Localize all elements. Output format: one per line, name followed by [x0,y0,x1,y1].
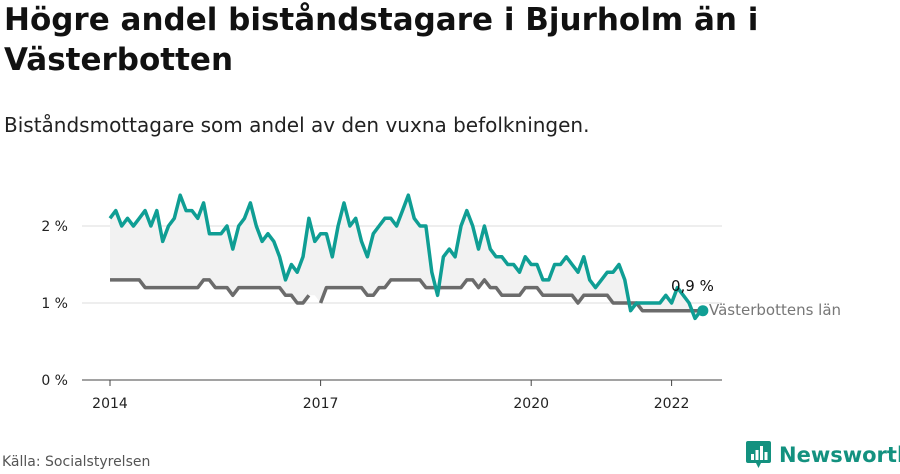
end-point-marker [697,305,709,317]
x-tick-label: 2022 [654,396,690,412]
x-tick-label: 2014 [92,396,128,412]
x-tick-label: 2020 [513,396,549,412]
y-tick-label: 1 % [41,296,68,312]
brand-name: Newsworthy [779,443,900,467]
series-lines [108,193,703,321]
end-value-label: 0,9 % [671,277,714,295]
y-tick-label: 2 % [41,219,68,235]
chart-subtitle: Biståndsmottagare som andel av den vuxna… [4,113,590,137]
chart-title: Högre andel biståndstagare i Bjurholm än… [4,2,759,78]
x-axis-ticks: 2014 2017 2020 2022 [92,380,689,412]
series-name-vasterbotten: Västerbottens län [709,301,841,319]
y-tick-label: 0 % [41,373,68,389]
newsworthy-logo-icon [746,441,771,468]
series-labels: 0,9 % Västerbottens län [671,277,841,319]
x-tick-label: 2017 [303,396,339,412]
brand-logo[interactable]: Newsworthy [745,440,900,470]
series-line-bjurholm [108,193,703,321]
y-axis-ticks: 0 % 1 % 2 % [41,219,68,389]
source-note: Källa: Socialstyrelsen [2,454,151,470]
